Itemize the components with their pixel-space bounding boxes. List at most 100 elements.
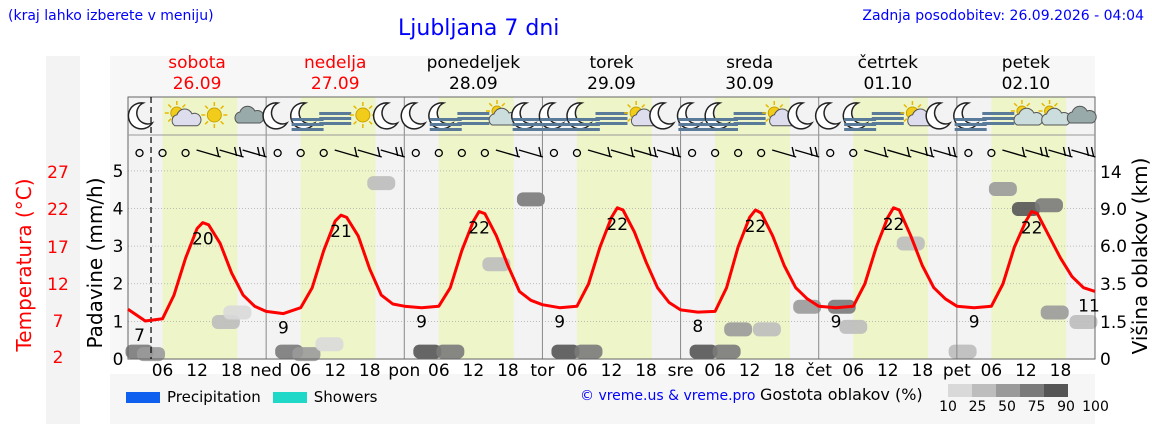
- cloud-density-cell: [516, 192, 545, 207]
- wind-barb-icon: [864, 146, 889, 158]
- wind-barb-icon: [887, 146, 912, 158]
- hour-tick: 12: [324, 361, 346, 381]
- location-hint: (kraj lahko izberete v meniju): [8, 8, 214, 24]
- calm-wind-icon: [273, 148, 282, 158]
- density-scale-box: [948, 384, 972, 397]
- temperature-data-label: 9: [278, 319, 289, 339]
- cloud-density-cell: [315, 337, 344, 352]
- fog-icon: [982, 112, 1015, 125]
- wind-barb-icon: [1025, 146, 1050, 158]
- day-date: 30.09: [725, 74, 774, 94]
- day-name: nedelja: [304, 53, 366, 73]
- precipitation-legend: Precipitation Showers: [126, 388, 377, 406]
- hour-tick: 12: [739, 361, 761, 381]
- day-name: torek: [590, 53, 634, 73]
- precipitation-tick: 3: [113, 237, 124, 257]
- day-short-label: pet: [943, 361, 971, 381]
- hour-tick: 18: [773, 361, 795, 381]
- temperature-data-label: 7: [134, 326, 145, 346]
- wind-barb-icon: [587, 146, 613, 158]
- hour-tick: 18: [359, 361, 381, 381]
- cloud-height-tick: 9.0: [1100, 200, 1127, 220]
- precipitation-tick: 0: [113, 350, 124, 370]
- moon-fog-icon: [428, 102, 462, 131]
- daylight-band: [853, 97, 929, 359]
- moon-fog-icon: [842, 102, 877, 131]
- density-scale-box: [972, 384, 996, 397]
- wind-barb-icon: [196, 146, 221, 158]
- cloud-density-cell: [1040, 305, 1069, 320]
- sun-icon: [349, 102, 376, 128]
- cloud-density-cell: [223, 305, 252, 320]
- cloud-density-cell: [724, 322, 753, 337]
- hour-tick: 18: [1050, 361, 1072, 381]
- fog-icon: [595, 112, 628, 125]
- temperature-data-label: 22: [606, 215, 628, 235]
- temperature-data-label: 9: [831, 313, 842, 333]
- temperature-tick: 7: [52, 312, 64, 332]
- hour-tick: 06: [842, 361, 864, 381]
- precipitation-swatch: [126, 391, 160, 403]
- cloud-density-cell: [413, 344, 442, 359]
- plot-frame: [127, 96, 1096, 360]
- wind-barb-icon: [242, 146, 267, 158]
- moon-icon: [814, 102, 842, 130]
- hour-tick: 06: [428, 361, 450, 381]
- day-short-label: tor: [530, 361, 554, 381]
- daylight-band: [438, 97, 514, 359]
- wind-barb-icon: [795, 146, 820, 158]
- temperature-tick: 17: [47, 238, 69, 258]
- hour-tick: 06: [566, 361, 588, 381]
- calm-wind-icon: [181, 148, 190, 158]
- moon-fog-icon: [953, 102, 987, 131]
- daylight-band: [300, 97, 376, 359]
- density-scale-box: [1044, 384, 1068, 397]
- wind-barb-icon: [771, 146, 797, 158]
- wind-barb-icon: [933, 146, 958, 158]
- wind-barb-icon: [1048, 146, 1073, 158]
- calm-wind-icon: [849, 148, 858, 158]
- temperature-data-label: 22: [745, 217, 767, 237]
- page-title: Ljubljana 7 dni: [398, 16, 560, 41]
- calm-wind-icon: [411, 148, 420, 158]
- moon-fog-icon: [290, 102, 324, 131]
- showers-legend-label: Showers: [313, 388, 378, 406]
- hour-tick: 06: [290, 361, 312, 381]
- sun-icon: [201, 102, 228, 128]
- moon-icon: [787, 102, 814, 130]
- day-date: 27.09: [311, 74, 360, 94]
- day-name: ponedeljek: [427, 53, 521, 73]
- calm-wind-icon: [158, 148, 167, 158]
- showers-swatch: [272, 391, 307, 403]
- hour-tick: 18: [635, 361, 657, 381]
- hour-tick: 12: [601, 361, 623, 381]
- wind-barb-icon: [380, 146, 405, 158]
- moon-icon: [649, 102, 676, 130]
- precipitation-tick: 1: [113, 312, 124, 332]
- temperature-data-label: 20: [192, 230, 214, 250]
- precipitation-tick: 2: [113, 275, 124, 295]
- temperature-tick: 2: [52, 348, 64, 368]
- cloud-density-cell: [839, 319, 868, 334]
- temperature-tick: 22: [47, 200, 69, 220]
- hour-tick: 12: [186, 361, 208, 381]
- last-update: Zadnja posodobitev: 26.09.2026 - 04:04: [862, 8, 1144, 24]
- left-band: [46, 56, 80, 424]
- daylight-band: [576, 97, 652, 359]
- temperature-data-label: 22: [468, 218, 490, 238]
- calm-wind-icon: [480, 148, 490, 158]
- temperature-data-label: 9: [554, 313, 565, 333]
- density-scale-label: 25: [968, 399, 987, 415]
- calm-wind-icon: [964, 148, 973, 158]
- cloud-height-tick: 6.0: [1100, 237, 1127, 257]
- density-scale-label: 10: [939, 399, 957, 415]
- cloud-density-cell: [1034, 198, 1063, 213]
- wind-barb-icon: [518, 146, 544, 158]
- wind-barb-icon: [610, 146, 636, 158]
- wind-barb-icon: [219, 146, 244, 158]
- cloud-icon: [1066, 105, 1097, 124]
- cloud-density-cell: [292, 347, 321, 362]
- cloud-density-cell: [896, 236, 925, 251]
- copyright-link[interactable]: © vreme.us & vreme.pro: [580, 388, 756, 404]
- moon-icon: [262, 102, 290, 130]
